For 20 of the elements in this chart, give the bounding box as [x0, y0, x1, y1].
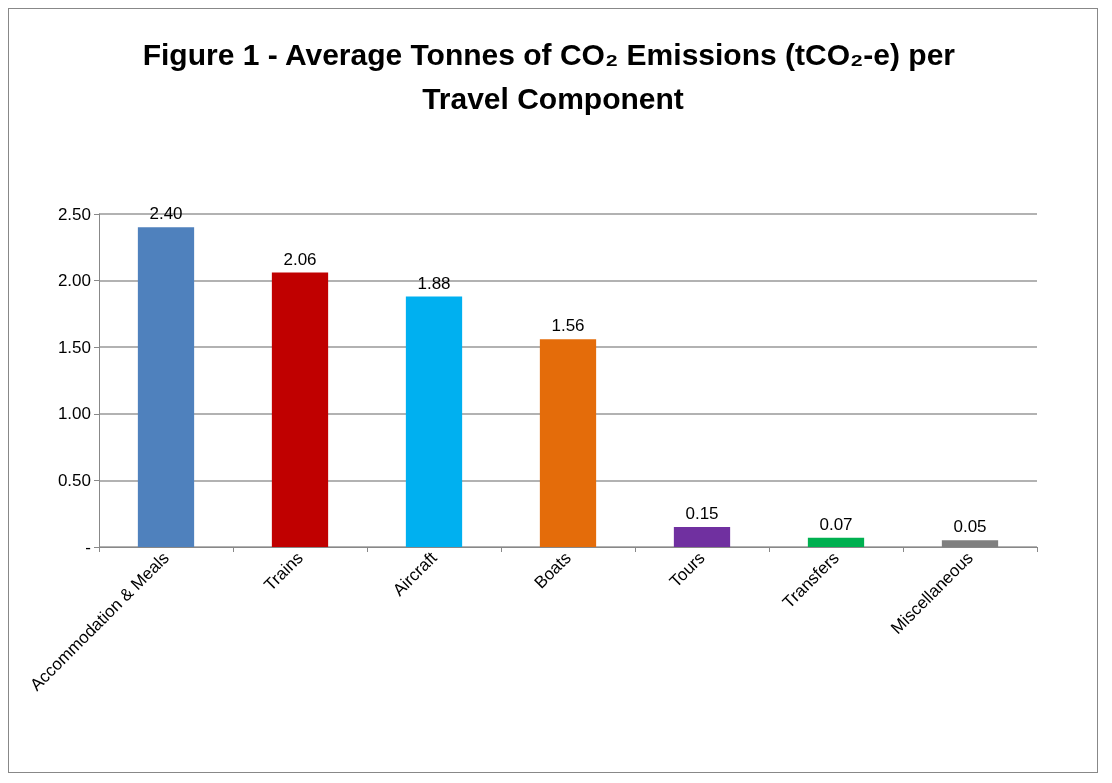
data-label: 0.05 [953, 517, 987, 537]
bar [137, 227, 195, 547]
y-tick-label: 1.50 [57, 337, 91, 357]
bar [539, 339, 597, 547]
data-label: 1.56 [551, 316, 585, 336]
bar [807, 537, 865, 547]
y-tick-label: 1.00 [57, 404, 91, 424]
data-label: 0.15 [685, 504, 719, 524]
data-label: 0.07 [819, 514, 853, 534]
bar [405, 296, 463, 547]
y-tick-label: - [85, 537, 91, 557]
data-label: 2.40 [149, 204, 183, 224]
y-tick-label: 2.00 [57, 271, 91, 291]
y-tick-label: 2.50 [57, 204, 91, 224]
data-label: 2.06 [283, 249, 317, 269]
bar [271, 272, 329, 547]
y-tick-label: 0.50 [57, 470, 91, 490]
chart-title: Figure 1 - Average Tonnes of CO₂ Emissions (tCO₂-e) per Travel Component [142, 37, 964, 115]
bar [673, 527, 731, 547]
data-label: 1.88 [417, 273, 451, 293]
